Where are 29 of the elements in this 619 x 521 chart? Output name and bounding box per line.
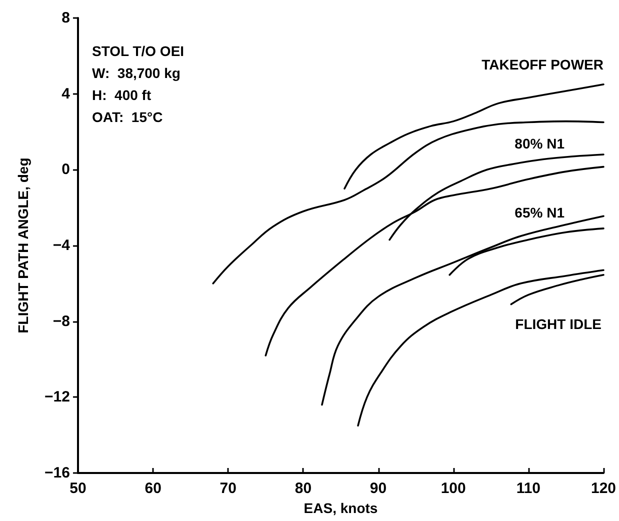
series-label: 80% N1 [514, 136, 565, 152]
annotation: H: 400 ft [92, 87, 152, 103]
y-tick-label: 8 [62, 10, 70, 26]
x-axis-title: EAS, knots [304, 500, 378, 516]
x-tick-label: 110 [516, 480, 541, 497]
x-tick-label: 50 [70, 480, 86, 497]
y-tick-label: −16 [44, 464, 70, 482]
line-series [510, 274, 604, 306]
annotation: OAT: 15°C [92, 109, 163, 125]
y-tick-label: −8 [52, 312, 70, 330]
line-series [212, 120, 604, 284]
x-tick-label: 70 [220, 480, 236, 497]
x-tick-label: 60 [144, 480, 162, 497]
x-tick-label: 80 [294, 480, 312, 497]
line-series [357, 269, 604, 427]
y-tick-label: −12 [44, 388, 70, 406]
annotation: STOL T/O OEI [92, 43, 184, 59]
x-tick-label: 120 [590, 480, 616, 497]
series-label: 65% N1 [514, 204, 565, 220]
y-tick-label: 0 [62, 161, 70, 178]
line-series [344, 83, 604, 190]
series-label: TAKEOFF POWER [482, 56, 604, 72]
x-tick-label: 90 [370, 480, 387, 497]
y-tick-label: 4 [62, 85, 71, 102]
y-tick-label: −4 [52, 237, 71, 254]
x-tick-label: 100 [440, 480, 466, 497]
series-label: FLIGHT IDLE [515, 316, 602, 332]
annotation: W: 38,700 kg [92, 65, 180, 81]
y-axis-title: FLIGHT PATH ANGLE, deg [15, 158, 31, 334]
